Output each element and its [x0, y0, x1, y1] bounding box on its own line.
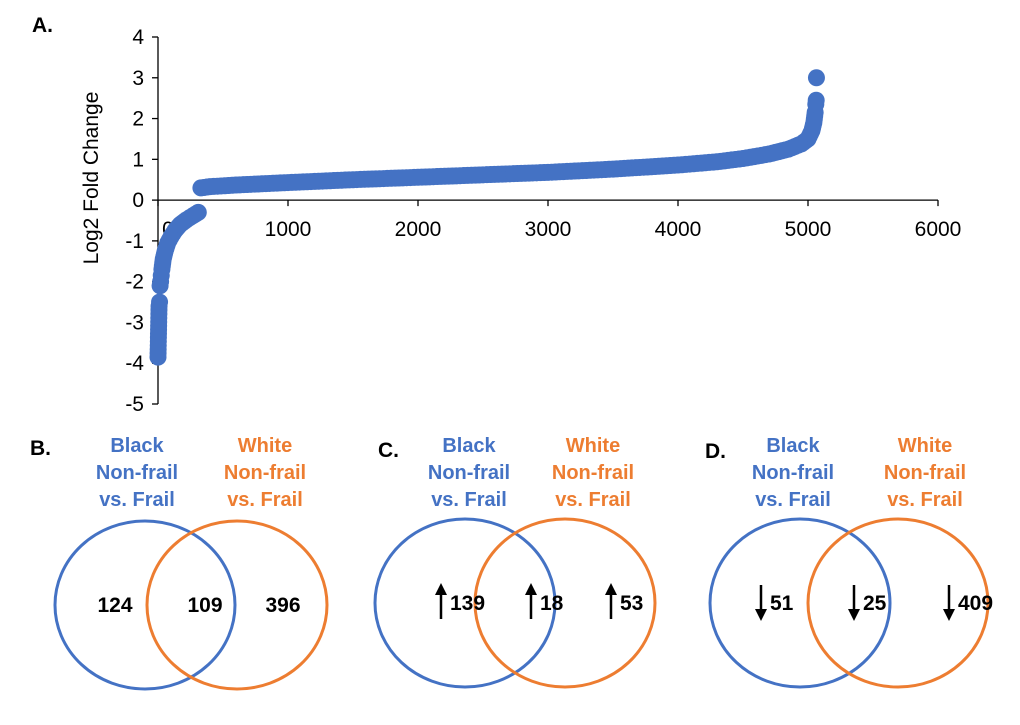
data-point	[807, 91, 825, 109]
overlap-count: 18	[540, 592, 564, 615]
venn-panel-label: C.	[378, 439, 399, 462]
right-only-count: 53	[620, 592, 643, 615]
panel-a-label: A.	[32, 14, 53, 37]
x-tick-label: 5000	[785, 218, 832, 241]
y-tick-label: 2	[132, 108, 144, 131]
black-set-label: vs. Frail	[431, 489, 507, 511]
venn-panel-b: B. Black Non-frail vs. Frail White Non-frail v…	[30, 435, 329, 691]
down-arrow-icon	[848, 585, 860, 621]
black-set-circle	[373, 517, 557, 689]
venn-panel-d: D. Black Non-frail vs. Frail White Non-frail v…	[705, 435, 993, 689]
data-points	[149, 69, 825, 366]
black-set-circle	[53, 519, 237, 691]
black-set-label: Non-frail	[428, 462, 510, 484]
venn-panel-c: C. Black Non-frail vs. Frail White Non-frail v…	[373, 435, 657, 689]
x-tick-label: 3000	[525, 218, 572, 241]
y-tick-label: -3	[125, 311, 144, 334]
venn-panel-label: D.	[705, 440, 726, 463]
left-only-count: 51	[770, 592, 794, 615]
right-only-count: 409	[958, 592, 993, 615]
venn-panel-label: B.	[30, 437, 51, 460]
data-point	[151, 293, 169, 311]
left-only-count: 139	[450, 592, 485, 615]
left-only-count: 124	[97, 594, 132, 617]
white-set-label: Non-frail	[884, 462, 966, 484]
x-axis: 0100020003000400050006000	[157, 199, 962, 241]
black-set-label: Non-frail	[96, 462, 178, 484]
black-set-label: Non-frail	[752, 462, 834, 484]
black-set-circle	[708, 517, 892, 689]
white-set-circle	[473, 517, 657, 689]
up-arrow-icon	[435, 583, 447, 619]
white-set-label: White	[566, 435, 620, 457]
y-tick-label: -2	[125, 271, 144, 294]
up-arrow-icon	[525, 583, 537, 619]
data-point	[189, 203, 207, 221]
right-only-count: 396	[265, 594, 300, 617]
white-set-label: White	[898, 435, 952, 457]
y-tick-label: -4	[125, 352, 144, 375]
white-set-circle	[806, 517, 990, 689]
black-set-label: Black	[442, 435, 496, 457]
x-tick-label: 2000	[395, 218, 442, 241]
overlap-count: 25	[863, 592, 887, 615]
white-set-circle	[145, 519, 329, 691]
data-point	[807, 69, 825, 87]
y-tick-label: 4	[132, 26, 144, 49]
y-tick-label: 1	[132, 148, 144, 171]
white-set-label: vs. Frail	[887, 489, 963, 511]
black-set-label: Black	[110, 435, 164, 457]
white-set-label: vs. Frail	[555, 489, 631, 511]
y-tick-label: 3	[132, 67, 144, 90]
white-set-label: Non-frail	[224, 462, 306, 484]
overlap-count: 109	[187, 594, 222, 617]
white-set-label: Non-frail	[552, 462, 634, 484]
y-tick-label: -1	[125, 230, 144, 253]
x-tick-label: 4000	[655, 218, 702, 241]
y-tick-label: 0	[132, 189, 144, 212]
down-arrow-icon	[755, 585, 767, 621]
white-set-label: White	[238, 435, 292, 457]
black-set-label: vs. Frail	[99, 489, 175, 511]
x-tick-label: 6000	[915, 218, 962, 241]
down-arrow-icon	[943, 585, 955, 621]
up-arrow-icon	[605, 583, 617, 619]
y-tick-label: -5	[125, 393, 144, 416]
y-axis-title: Log2 Fold Change	[80, 92, 103, 265]
white-set-label: vs. Frail	[227, 489, 303, 511]
x-tick-label: 1000	[265, 218, 312, 241]
black-set-label: Black	[766, 435, 820, 457]
black-set-label: vs. Frail	[755, 489, 831, 511]
